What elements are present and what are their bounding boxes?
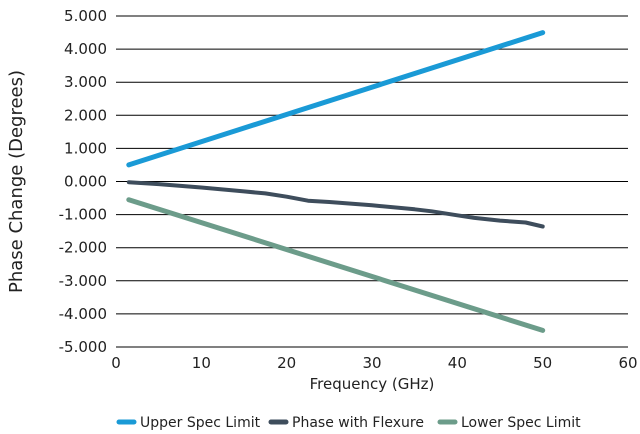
legend-label: Upper Spec Limit — [140, 415, 261, 431]
x-tick-label: 10 — [192, 354, 211, 372]
legend-label: Lower Spec Limit — [461, 415, 581, 431]
y-tick-label: -1.000 — [59, 206, 107, 224]
y-axis-ticks: 5.000 4.000 3.000 2.000 1.000 0.000 -1.000 -2.0… — [59, 7, 107, 356]
y-tick-label: 0.000 — [64, 173, 107, 191]
legend-label: Phase with Flexure — [292, 415, 424, 431]
y-tick-label: -3.000 — [59, 272, 107, 290]
x-tick-label: 30 — [362, 354, 381, 372]
x-axis-ticks: 0 10 20 30 40 50 60 — [111, 354, 637, 372]
gridlines — [116, 16, 628, 347]
y-tick-label: 3.000 — [64, 73, 107, 91]
x-tick-label: 0 — [111, 354, 121, 372]
y-tick-label: -2.000 — [59, 239, 107, 257]
x-tick-label: 60 — [618, 354, 637, 372]
y-tick-label: 5.000 — [64, 7, 107, 25]
y-tick-label: 1.000 — [64, 139, 107, 157]
y-tick-label: -4.000 — [59, 305, 107, 323]
legend: Upper Spec Limit Phase with Flexure Lower … — [119, 415, 581, 431]
series-line — [129, 33, 543, 165]
y-tick-label: 2.000 — [64, 106, 107, 124]
x-tick-label: 50 — [533, 354, 552, 372]
x-tick-label: 40 — [448, 354, 467, 372]
y-tick-label: -5.000 — [59, 338, 107, 356]
y-axis-title: Phase Change (Degrees) — [6, 70, 27, 293]
x-tick-label: 20 — [277, 354, 296, 372]
y-tick-label: 4.000 — [64, 40, 107, 58]
x-axis-title: Frequency (GHz) — [310, 375, 435, 393]
